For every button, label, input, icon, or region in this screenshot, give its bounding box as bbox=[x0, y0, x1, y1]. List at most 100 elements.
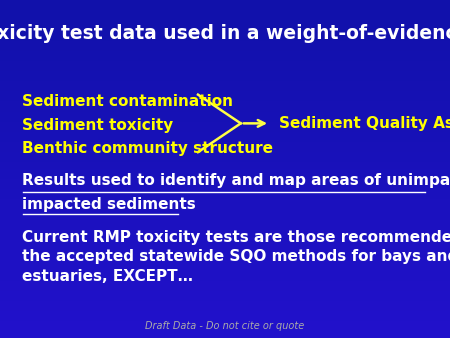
Bar bbox=[0, 172, 450, 176]
Bar bbox=[0, 233, 450, 237]
Bar bbox=[0, 267, 450, 270]
Text: Benthic community structure: Benthic community structure bbox=[22, 141, 274, 156]
Bar bbox=[0, 274, 450, 277]
Bar bbox=[0, 169, 450, 172]
Bar bbox=[0, 220, 450, 223]
Bar bbox=[0, 250, 450, 254]
Bar bbox=[0, 95, 450, 98]
Bar bbox=[0, 176, 450, 179]
Bar bbox=[0, 159, 450, 162]
Bar bbox=[0, 324, 450, 328]
Bar bbox=[0, 277, 450, 281]
Bar bbox=[0, 155, 450, 159]
Bar bbox=[0, 210, 450, 213]
Bar bbox=[0, 115, 450, 118]
Bar bbox=[0, 44, 450, 47]
Bar bbox=[0, 47, 450, 51]
Bar bbox=[0, 149, 450, 152]
Bar bbox=[0, 314, 450, 318]
Bar bbox=[0, 10, 450, 14]
Bar bbox=[0, 91, 450, 95]
Text: Sediment Quality Assessment: Sediment Quality Assessment bbox=[279, 116, 450, 131]
Bar bbox=[0, 68, 450, 71]
Bar bbox=[0, 78, 450, 81]
Bar bbox=[0, 223, 450, 226]
Bar bbox=[0, 54, 450, 57]
Text: Current RMP toxicity tests are those recommended for
the accepted statewide SQO : Current RMP toxicity tests are those rec… bbox=[22, 230, 450, 284]
Bar bbox=[0, 291, 450, 294]
Bar bbox=[0, 105, 450, 108]
Bar bbox=[0, 122, 450, 125]
Text: Sediment toxicity: Sediment toxicity bbox=[22, 118, 174, 132]
Bar bbox=[0, 98, 450, 101]
Bar bbox=[0, 257, 450, 260]
Bar bbox=[0, 37, 450, 41]
Bar bbox=[0, 243, 450, 247]
Text: Toxicity test data used in a weight-of-evidence:: Toxicity test data used in a weight-of-e… bbox=[0, 24, 450, 43]
Bar bbox=[0, 145, 450, 149]
Bar bbox=[0, 189, 450, 193]
Bar bbox=[0, 179, 450, 183]
Bar bbox=[0, 284, 450, 287]
Bar bbox=[0, 199, 450, 203]
Bar bbox=[0, 71, 450, 74]
Bar bbox=[0, 335, 450, 338]
Bar bbox=[0, 281, 450, 284]
Bar bbox=[0, 30, 450, 34]
Bar bbox=[0, 74, 450, 78]
Bar bbox=[0, 183, 450, 186]
Bar bbox=[0, 118, 450, 122]
Bar bbox=[0, 213, 450, 216]
Bar bbox=[0, 308, 450, 311]
Text: Sediment contamination: Sediment contamination bbox=[22, 94, 234, 109]
Bar bbox=[0, 139, 450, 142]
Bar bbox=[0, 108, 450, 112]
Bar bbox=[0, 64, 450, 68]
Bar bbox=[0, 226, 450, 230]
Bar bbox=[0, 206, 450, 210]
Bar bbox=[0, 304, 450, 308]
Bar bbox=[0, 216, 450, 220]
Bar bbox=[0, 331, 450, 335]
Bar bbox=[0, 0, 450, 3]
Bar bbox=[0, 17, 450, 20]
Bar bbox=[0, 196, 450, 199]
Bar bbox=[0, 264, 450, 267]
Bar bbox=[0, 57, 450, 61]
Bar bbox=[0, 152, 450, 155]
Bar bbox=[0, 24, 450, 27]
Bar bbox=[0, 294, 450, 297]
Bar bbox=[0, 142, 450, 145]
Bar bbox=[0, 328, 450, 331]
Bar bbox=[0, 61, 450, 64]
Bar bbox=[0, 193, 450, 196]
Bar bbox=[0, 81, 450, 84]
Bar bbox=[0, 135, 450, 139]
Bar bbox=[0, 297, 450, 301]
Text: Results used to identify and map areas of unimpacted to clearly: Results used to identify and map areas o… bbox=[22, 173, 450, 188]
Bar bbox=[0, 162, 450, 166]
Bar bbox=[0, 301, 450, 304]
Bar bbox=[0, 230, 450, 233]
Bar bbox=[0, 203, 450, 206]
Bar bbox=[0, 186, 450, 189]
Bar bbox=[0, 166, 450, 169]
Bar bbox=[0, 84, 450, 88]
Bar bbox=[0, 237, 450, 240]
Bar bbox=[0, 112, 450, 115]
Bar bbox=[0, 125, 450, 128]
Bar bbox=[0, 51, 450, 54]
Bar bbox=[0, 101, 450, 105]
Bar bbox=[0, 27, 450, 30]
Bar bbox=[0, 20, 450, 24]
Bar bbox=[0, 128, 450, 132]
Bar bbox=[0, 321, 450, 324]
Bar bbox=[0, 3, 450, 7]
Bar bbox=[0, 247, 450, 250]
Bar bbox=[0, 14, 450, 17]
Bar bbox=[0, 34, 450, 37]
Bar bbox=[0, 132, 450, 135]
Bar bbox=[0, 270, 450, 274]
Bar bbox=[0, 88, 450, 91]
Bar bbox=[0, 7, 450, 10]
